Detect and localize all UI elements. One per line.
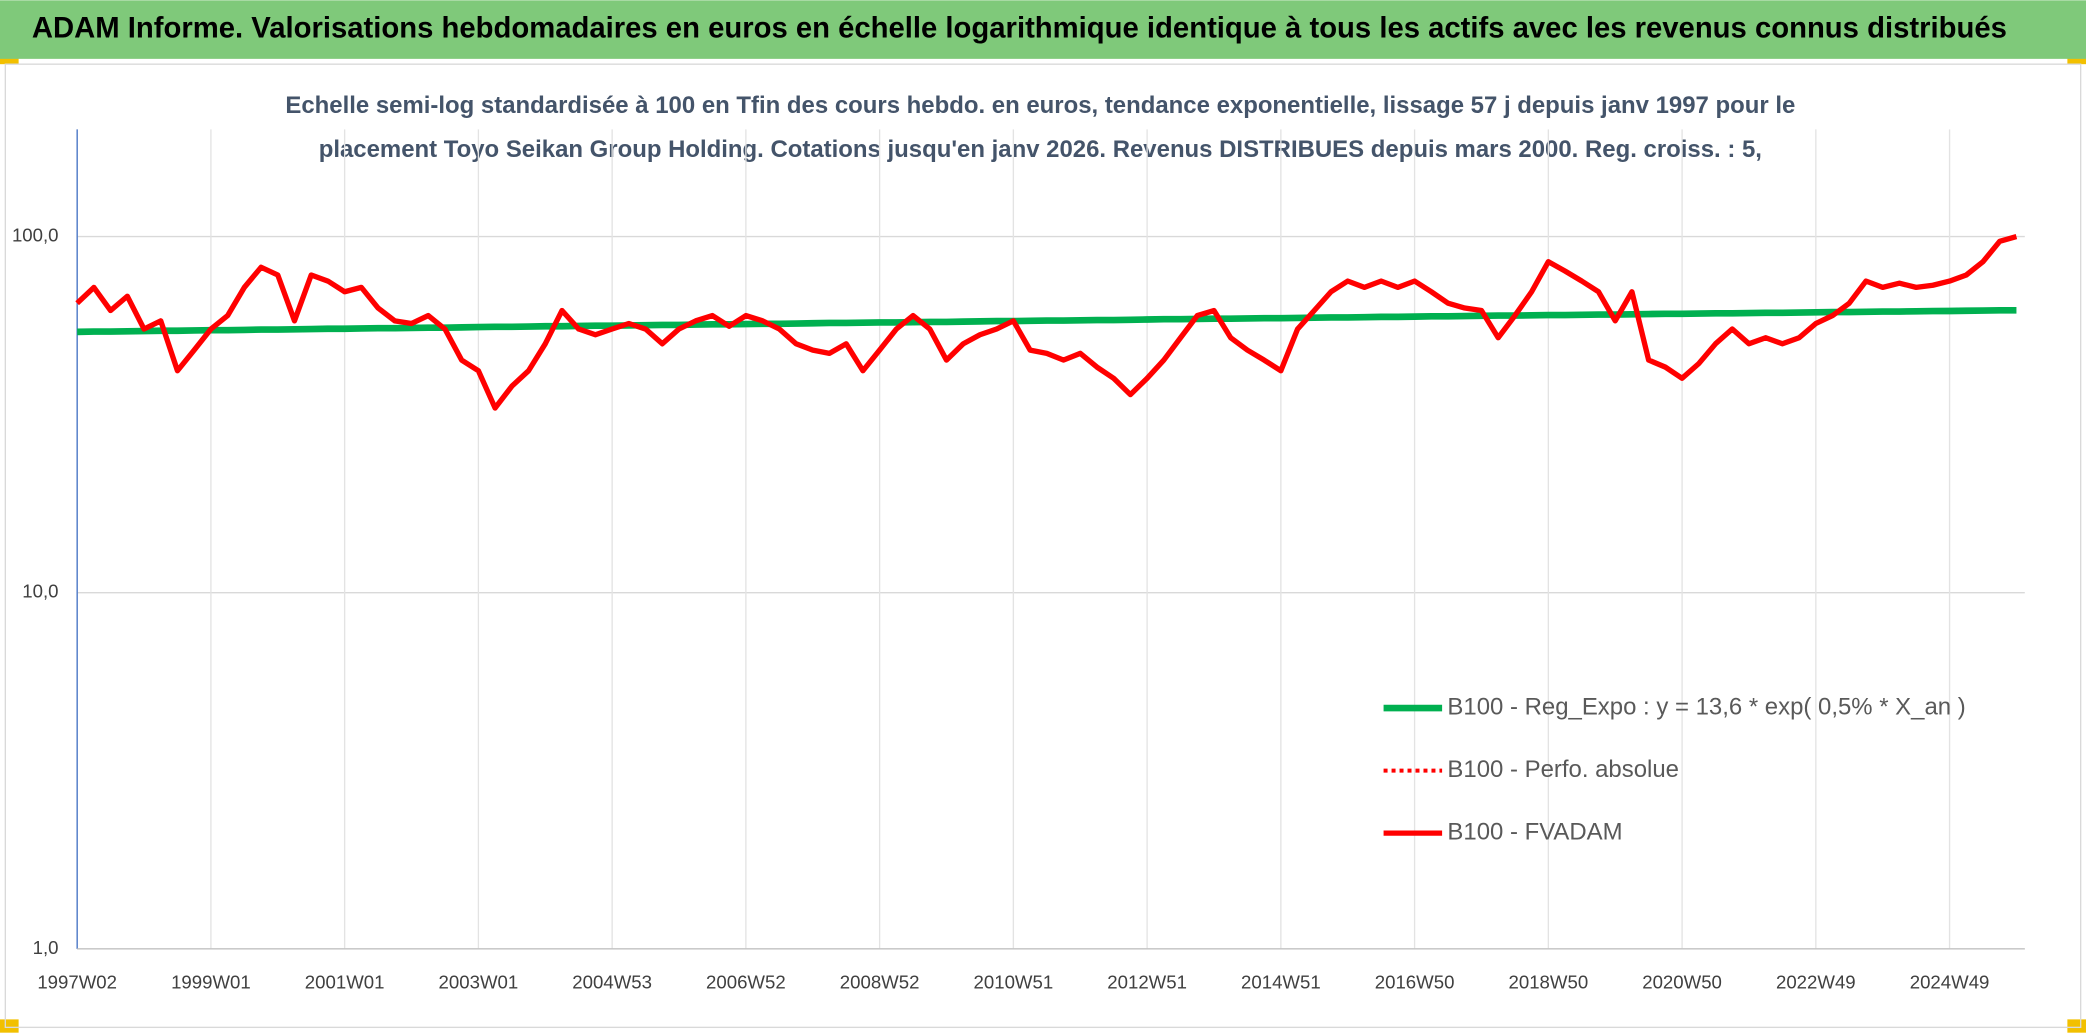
x-tick-label: 1997W02 bbox=[37, 971, 117, 992]
chart-title: placement Toyo Seikan Group Holding. Cot… bbox=[319, 136, 1762, 163]
x-tick-label: 2003W01 bbox=[439, 971, 519, 992]
x-tick-label: 2004W53 bbox=[572, 971, 652, 992]
chart-title: Echelle semi-log standardisée à 100 en T… bbox=[285, 92, 1795, 119]
header-bar bbox=[0, 0, 2086, 59]
corner bbox=[2067, 1019, 2086, 1033]
legend-label: B100 - FVADAM bbox=[1447, 818, 1622, 845]
header-title: ADAM Informe. Valorisations hebdomadaire… bbox=[32, 12, 2007, 44]
x-tick-label: 2001W01 bbox=[305, 971, 385, 992]
x-tick-label: 2006W52 bbox=[706, 971, 786, 992]
legend-label: B100 - Perfo. absolue bbox=[1447, 756, 1679, 783]
series-line bbox=[77, 306, 2017, 336]
x-tick-label: 2018W50 bbox=[1509, 971, 1589, 992]
y-tick-label: 100,0 bbox=[12, 224, 59, 245]
x-tick-label: 2024W49 bbox=[1910, 971, 1990, 992]
x-tick-label: 1999W01 bbox=[171, 971, 251, 992]
x-tick-label: 2010W51 bbox=[974, 971, 1054, 992]
corner bbox=[0, 1019, 19, 1033]
y-tick-label: 10,0 bbox=[22, 581, 58, 602]
x-tick-label: 2014W51 bbox=[1241, 971, 1321, 992]
x-tick-label: 2012W51 bbox=[1107, 971, 1187, 992]
series-line bbox=[75, 234, 2017, 411]
x-tick-label: 2016W50 bbox=[1375, 971, 1455, 992]
x-tick-label: 2008W52 bbox=[840, 971, 920, 992]
x-tick-label: 2022W49 bbox=[1776, 971, 1856, 992]
legend-label: B100 - Reg_Expo : y = 13,6 * exp( 0,5% *… bbox=[1447, 693, 1965, 720]
y-tick-label: 1,0 bbox=[33, 937, 59, 958]
x-tick-label: 2020W50 bbox=[1642, 971, 1722, 992]
chart-frame bbox=[4, 63, 2082, 1029]
